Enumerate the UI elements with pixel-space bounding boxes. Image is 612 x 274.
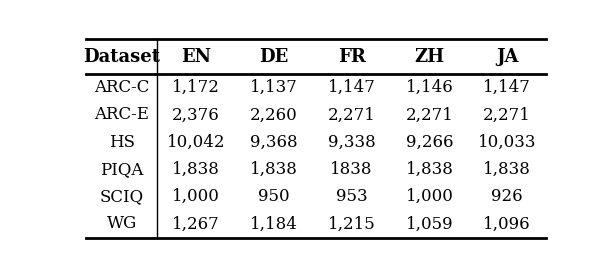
Text: 1,147: 1,147	[483, 79, 531, 96]
Text: 950: 950	[258, 188, 289, 205]
Text: FR: FR	[338, 48, 365, 65]
Text: 9,338: 9,338	[328, 134, 376, 151]
Text: 2,260: 2,260	[250, 106, 298, 123]
Text: 1,137: 1,137	[250, 79, 298, 96]
Text: 1,000: 1,000	[172, 188, 220, 205]
Text: ARC-E: ARC-E	[94, 106, 149, 123]
Text: Dataset: Dataset	[83, 48, 160, 65]
Text: 2,376: 2,376	[173, 106, 220, 123]
Text: 2,271: 2,271	[483, 106, 531, 123]
Text: DE: DE	[259, 48, 288, 65]
Text: 2,271: 2,271	[406, 106, 453, 123]
Text: 1,172: 1,172	[172, 79, 220, 96]
Text: JA: JA	[496, 48, 518, 65]
Text: 1,147: 1,147	[328, 79, 376, 96]
Text: 1,838: 1,838	[172, 161, 220, 178]
Text: 1,267: 1,267	[173, 215, 220, 232]
Text: 1,838: 1,838	[250, 161, 298, 178]
Text: SCIQ: SCIQ	[100, 188, 144, 205]
Text: 1,059: 1,059	[406, 215, 453, 232]
Text: 1,838: 1,838	[483, 161, 531, 178]
Text: 1,146: 1,146	[406, 79, 453, 96]
Text: EN: EN	[181, 48, 211, 65]
Text: ZH: ZH	[414, 48, 444, 65]
Text: 953: 953	[336, 188, 367, 205]
Text: 1,096: 1,096	[483, 215, 531, 232]
Text: PIQA: PIQA	[100, 161, 143, 178]
Text: 1838: 1838	[330, 161, 373, 178]
Text: ARC-C: ARC-C	[94, 79, 149, 96]
Text: 1,838: 1,838	[406, 161, 453, 178]
Text: 1,184: 1,184	[250, 215, 298, 232]
Text: HS: HS	[109, 134, 135, 151]
Text: WG: WG	[106, 215, 136, 232]
Text: 2,271: 2,271	[328, 106, 376, 123]
Text: 9,266: 9,266	[406, 134, 453, 151]
Text: 10,042: 10,042	[167, 134, 225, 151]
Text: 9,368: 9,368	[250, 134, 297, 151]
Text: 926: 926	[491, 188, 523, 205]
Text: 10,033: 10,033	[478, 134, 537, 151]
Text: 1,000: 1,000	[406, 188, 453, 205]
Text: 1,215: 1,215	[328, 215, 376, 232]
